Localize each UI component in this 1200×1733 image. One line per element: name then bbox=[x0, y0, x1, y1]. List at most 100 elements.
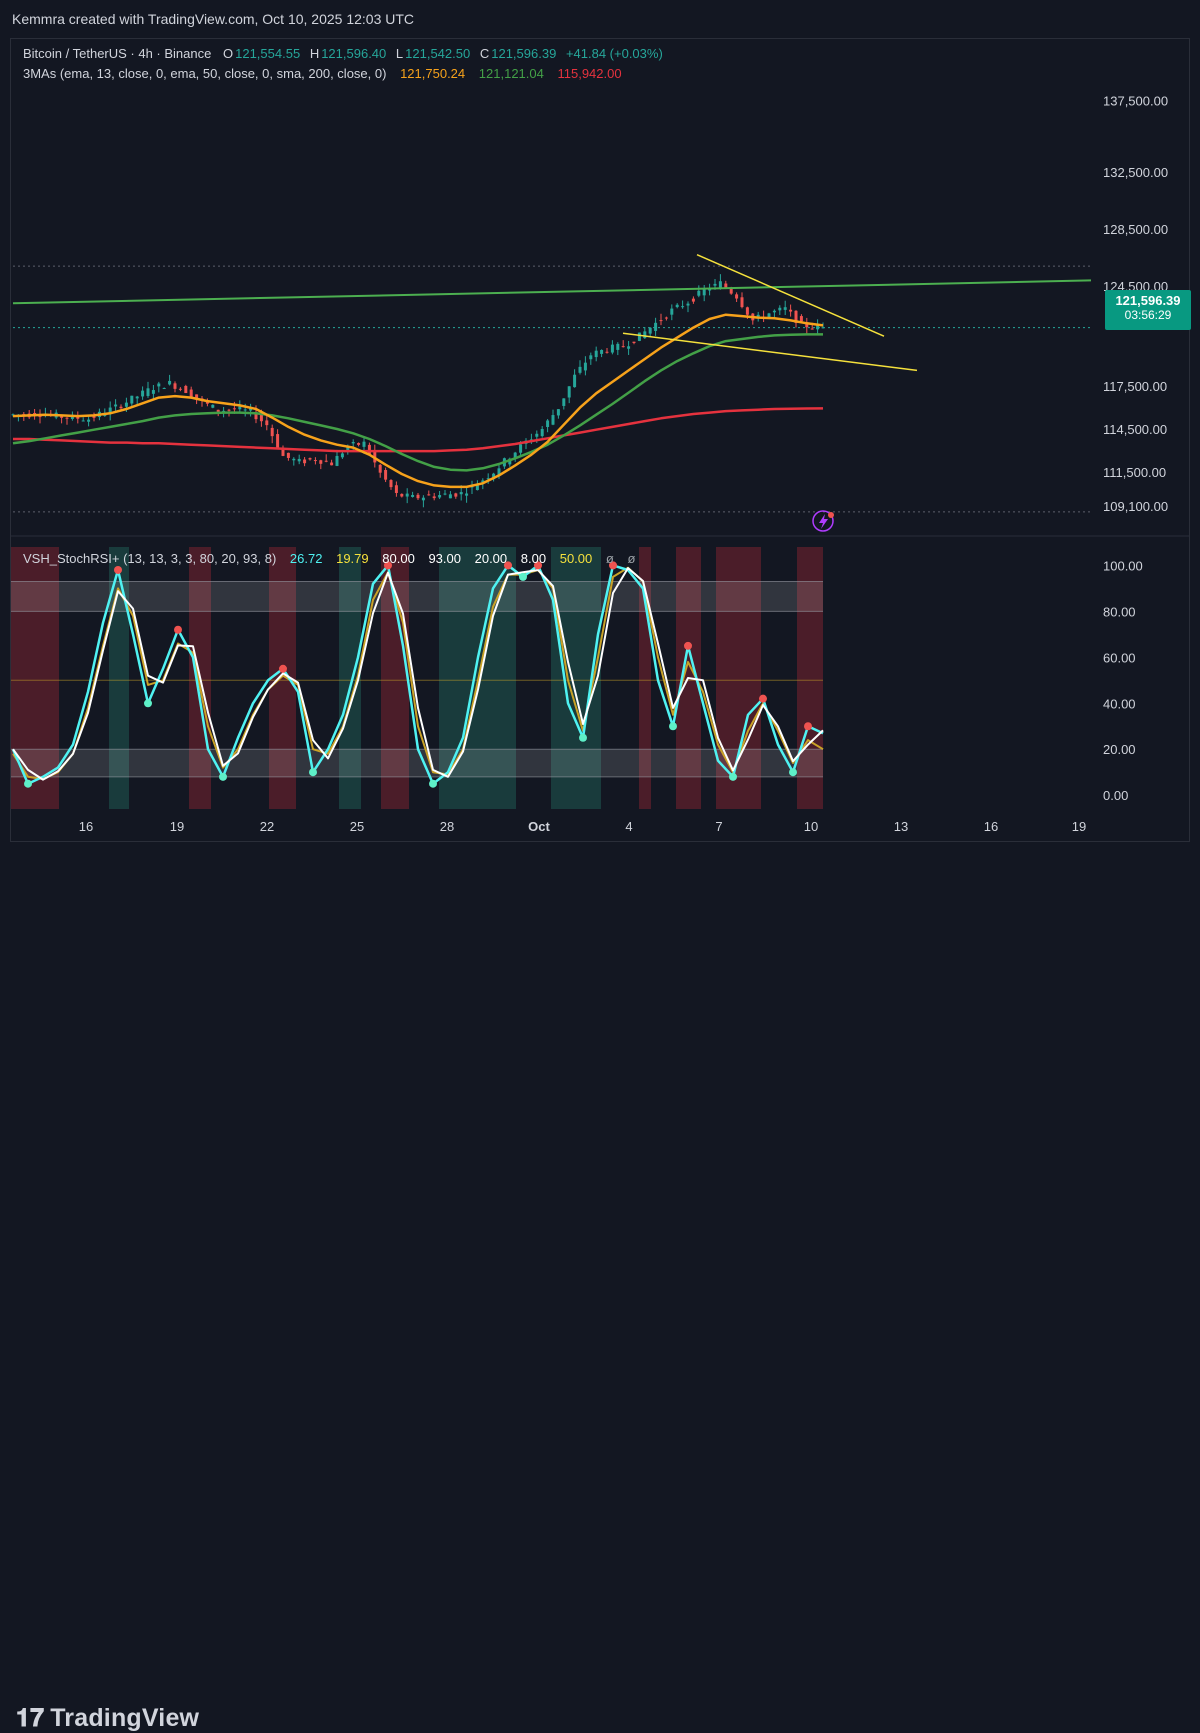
candle-body bbox=[211, 404, 215, 408]
candle-body bbox=[189, 389, 193, 398]
candle-body bbox=[643, 331, 647, 339]
candle-body bbox=[195, 394, 199, 399]
candle-body bbox=[556, 409, 560, 416]
stoch-peak-dot bbox=[279, 664, 287, 673]
candle-body bbox=[351, 441, 355, 444]
high-value: 121,596.40 bbox=[321, 46, 387, 61]
tradingview-mark-icon: 𝟏𝟕 bbox=[16, 1704, 45, 1732]
candle-body bbox=[551, 415, 555, 425]
stoch-d-line bbox=[12, 566, 824, 781]
stoch-peak-dot bbox=[609, 561, 617, 570]
stoch-signal-line bbox=[12, 567, 824, 781]
chart-canvas[interactable]: 137,500.00132,500.00128,500.00124,500.00… bbox=[11, 39, 1189, 841]
symbol-label[interactable]: Bitcoin / TetherUS · 4h · Binance bbox=[23, 46, 212, 61]
candle-body bbox=[421, 497, 425, 501]
candle-body bbox=[637, 332, 641, 341]
indicator-upper-value: 80.00 bbox=[382, 551, 415, 566]
candle-body bbox=[686, 303, 690, 306]
candle-body bbox=[583, 362, 587, 371]
stoch-trough-dot bbox=[429, 779, 437, 788]
stoch-peak-dot bbox=[384, 561, 392, 570]
candle-body bbox=[11, 414, 15, 416]
candle-body bbox=[81, 420, 85, 422]
candle-body bbox=[718, 281, 722, 289]
candle-body bbox=[162, 388, 166, 390]
candle-body bbox=[362, 441, 366, 447]
candle-body bbox=[411, 494, 415, 497]
candle-body bbox=[367, 444, 371, 455]
stoch-trough-dot bbox=[519, 572, 527, 581]
candle-body bbox=[740, 297, 744, 308]
open-label: O bbox=[222, 46, 234, 61]
price-axis-tick: 137,500.00 bbox=[1103, 93, 1168, 108]
candle-body bbox=[157, 383, 161, 387]
candle-body bbox=[729, 288, 733, 294]
stoch-peak-dot bbox=[534, 561, 542, 570]
time-axis-tick: 28 bbox=[440, 819, 454, 834]
low-label: L bbox=[395, 46, 404, 61]
candle-body bbox=[389, 480, 393, 488]
time-axis-tick: 16 bbox=[984, 819, 998, 834]
stoch-trough-dot bbox=[579, 733, 587, 742]
stoch-trough-dot bbox=[219, 772, 227, 781]
time-axis-tick: 7 bbox=[715, 819, 722, 834]
credit-text: Kemmra created with TradingView.com, Oct… bbox=[12, 11, 415, 27]
candle-body bbox=[659, 320, 663, 322]
ema50-value: 121,121.04 bbox=[478, 66, 544, 81]
indicator-title[interactable]: VSH_StochRSI+ (13, 13, 3, 3, 80, 20, 93,… bbox=[23, 551, 277, 566]
indicator-null-1: ø bbox=[605, 551, 614, 566]
candle-body bbox=[124, 402, 128, 407]
candle-body bbox=[475, 484, 479, 491]
indicator-zone bbox=[109, 547, 129, 809]
candle-body bbox=[173, 383, 177, 389]
candle-body bbox=[648, 327, 652, 334]
candle-body bbox=[605, 351, 609, 353]
stoch-trough-dot bbox=[144, 699, 152, 708]
candle-body bbox=[465, 493, 469, 496]
time-axis-tick: 13 bbox=[894, 819, 908, 834]
candle-body bbox=[540, 429, 544, 437]
time-axis-tick: 4 bbox=[625, 819, 632, 834]
candle-body bbox=[76, 416, 80, 419]
stoch-trough-dot bbox=[24, 779, 32, 788]
candle-body bbox=[697, 290, 701, 296]
candle-body bbox=[708, 289, 712, 291]
candle-body bbox=[783, 307, 787, 310]
price-axis-tick: 109,100.00 bbox=[1103, 499, 1168, 514]
indicator-k-value: 26.72 bbox=[289, 551, 323, 566]
candle-body bbox=[578, 366, 582, 373]
countdown-value: 03:56:29 bbox=[1124, 308, 1172, 322]
candle-body bbox=[519, 444, 523, 453]
close-label: C bbox=[479, 46, 490, 61]
candle-body bbox=[87, 419, 91, 422]
candle-body bbox=[292, 458, 296, 461]
tradingview-logo[interactable]: 𝟏𝟕 TradingView bbox=[16, 1704, 199, 1733]
candle-body bbox=[184, 385, 188, 394]
candle-body bbox=[60, 415, 64, 418]
stoch-trough-dot bbox=[789, 768, 797, 777]
candle-body bbox=[610, 344, 614, 353]
stoch-peak-dot bbox=[804, 722, 812, 731]
candle-body bbox=[405, 493, 409, 497]
candle-body bbox=[459, 492, 463, 495]
candle-body bbox=[308, 458, 312, 460]
candle-body bbox=[265, 420, 269, 426]
candle-body bbox=[497, 468, 501, 476]
candle-body bbox=[303, 459, 307, 464]
candle-body bbox=[621, 346, 625, 348]
candle-body bbox=[238, 406, 242, 410]
indicator-extreme-upper-value: 93.00 bbox=[428, 551, 461, 566]
candle-body bbox=[227, 409, 231, 411]
chart-frame[interactable]: 137,500.00 132,500.00 128,500.00 124,500.00… bbox=[10, 38, 1191, 842]
candle-body bbox=[281, 447, 285, 456]
candle-body bbox=[65, 417, 69, 419]
high-label: H bbox=[309, 46, 320, 61]
last-price-value: 121,596.39 bbox=[1115, 293, 1181, 308]
candle-body bbox=[799, 316, 803, 322]
indicator-axis-tick: 20.00 bbox=[1103, 742, 1136, 757]
stoch-trough-dot bbox=[309, 768, 317, 777]
candle-body bbox=[384, 469, 388, 480]
candle-body bbox=[670, 308, 674, 315]
ma-title[interactable]: 3MAs (ema, 13, close, 0, ema, 50, close,… bbox=[23, 66, 387, 81]
change-value: +41.84 (+0.03%) bbox=[565, 46, 663, 61]
